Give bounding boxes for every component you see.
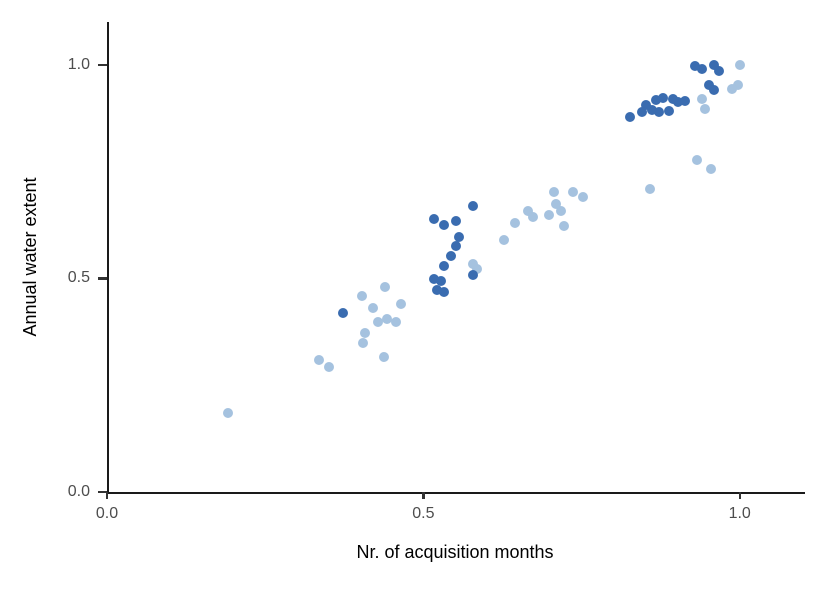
data-point-light_blue — [358, 337, 369, 348]
data-point-light_blue — [314, 354, 324, 365]
data-point-light_blue — [551, 199, 562, 209]
data-point-dark_blue — [657, 92, 668, 103]
data-point-light_blue — [380, 281, 391, 292]
y-tick-label: 0.0 — [67, 483, 90, 500]
data-point-dark_blue — [654, 106, 665, 117]
y-tick-mark — [98, 490, 107, 494]
y-tick-label: 1.0 — [67, 55, 90, 73]
y-axis-title: Annual water extent — [20, 177, 40, 337]
y-tick-mark — [98, 63, 107, 66]
data-point-light_blue — [368, 303, 379, 314]
data-point-light_blue — [395, 299, 406, 310]
data-point-light_blue — [558, 221, 569, 232]
data-point-light_blue — [726, 83, 737, 94]
data-point-light_blue — [357, 290, 367, 301]
data-point-dark_blue — [445, 251, 456, 262]
data-point-light_blue — [705, 164, 716, 174]
data-point-light_blue — [699, 103, 710, 114]
data-point-light_blue — [222, 408, 233, 418]
data-point-dark_blue — [450, 241, 461, 252]
data-point-dark_blue — [708, 59, 719, 70]
data-point-light_blue — [378, 351, 389, 362]
y-tick-mark — [98, 277, 107, 280]
x-tick-mark — [105, 492, 109, 499]
x-tick-label: 0.5 — [412, 505, 435, 522]
data-point-dark_blue — [709, 84, 720, 95]
data-point-dark_blue — [696, 63, 707, 74]
data-point-light_blue — [567, 187, 578, 198]
data-point-light_blue — [578, 192, 589, 203]
data-point-light_blue — [544, 210, 555, 221]
data-point-light_blue — [390, 317, 401, 328]
data-point-dark_blue — [690, 60, 701, 71]
data-point-dark_blue — [636, 106, 647, 117]
plot-panel — [107, 22, 805, 494]
x-tick-label: 1.0 — [728, 505, 751, 522]
data-point-dark_blue — [624, 111, 635, 122]
data-point-light_blue — [499, 235, 510, 246]
data-point-dark_blue — [667, 93, 678, 104]
data-point-light_blue — [509, 218, 520, 229]
data-point-light_blue — [323, 361, 334, 372]
data-point-light_blue — [527, 212, 538, 223]
data-point-dark_blue — [438, 220, 449, 231]
data-point-dark_blue — [431, 285, 442, 296]
data-point-dark_blue — [439, 286, 450, 297]
data-point-dark_blue — [438, 261, 449, 272]
data-point-dark_blue — [450, 216, 461, 227]
data-point-light_blue — [472, 264, 483, 275]
data-point-dark_blue — [338, 308, 348, 319]
data-point-light_blue — [549, 187, 560, 198]
data-point-dark_blue — [713, 65, 724, 76]
data-point-dark_blue — [436, 276, 447, 287]
data-point-light_blue — [697, 93, 708, 104]
data-point-light_blue — [467, 259, 478, 270]
data-point-dark_blue — [679, 96, 690, 106]
data-point-light_blue — [373, 316, 384, 327]
data-point-dark_blue — [468, 269, 479, 280]
data-point-dark_blue — [703, 79, 714, 90]
data-point-dark_blue — [428, 214, 439, 225]
y-tick-label: 0.5 — [67, 269, 90, 287]
data-point-dark_blue — [467, 201, 478, 212]
x-axis-title: Nr. of acquisition months — [356, 542, 554, 562]
data-point-dark_blue — [647, 105, 658, 115]
data-point-light_blue — [732, 79, 743, 90]
data-point-dark_blue — [640, 99, 651, 110]
data-point-light_blue — [382, 314, 393, 325]
data-point-light_blue — [555, 206, 566, 217]
data-point-light_blue — [644, 184, 655, 195]
x-tick-mark — [738, 492, 741, 499]
data-point-dark_blue — [454, 232, 465, 243]
x-tick-label: 0.0 — [95, 505, 119, 522]
data-point-dark_blue — [650, 94, 661, 105]
data-point-dark_blue — [673, 96, 684, 107]
x-tick-mark — [422, 492, 425, 499]
data-point-light_blue — [691, 155, 702, 165]
data-point-light_blue — [523, 206, 534, 217]
data-point-light_blue — [360, 327, 371, 338]
data-point-light_blue — [734, 59, 745, 70]
data-point-dark_blue — [428, 274, 439, 285]
data-point-dark_blue — [663, 105, 674, 116]
